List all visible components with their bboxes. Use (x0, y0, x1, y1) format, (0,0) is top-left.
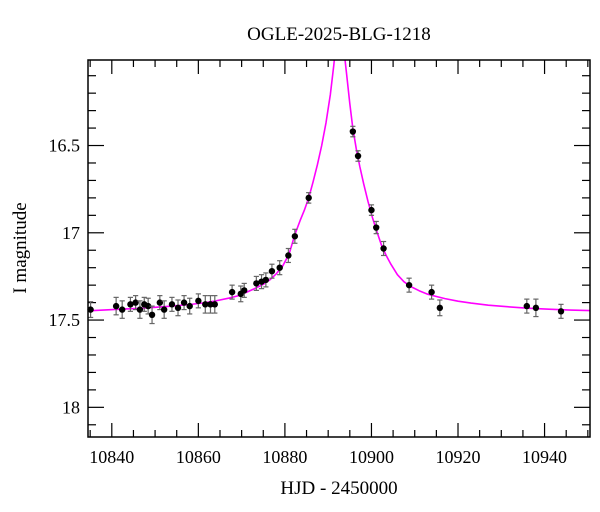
x-tick-label: 10920 (436, 447, 481, 467)
y-tick-label: 16.5 (49, 136, 81, 156)
x-tick-label: 10840 (89, 447, 134, 467)
data-point (428, 288, 435, 296)
data-points (87, 125, 565, 325)
model-curve (88, 60, 590, 312)
data-point (380, 245, 387, 252)
data-point (160, 306, 168, 313)
data-point (156, 299, 164, 306)
data-point (241, 287, 248, 294)
data-point (262, 276, 270, 284)
y-axis-label: I magnitude (10, 202, 31, 293)
data-point (112, 302, 120, 310)
data-point (228, 288, 236, 296)
data-point (136, 306, 144, 313)
x-tick-label: 10900 (349, 447, 394, 467)
data-point (195, 297, 202, 305)
data-point (557, 308, 565, 315)
data-point (285, 252, 292, 259)
data-point (291, 233, 299, 240)
data-point (436, 304, 444, 312)
plot-area: 10840 10860 10880 10900 10920 10940 16.5 17 17.5… (49, 59, 591, 467)
data-point (168, 301, 176, 308)
data-point (532, 304, 540, 312)
data-point (349, 128, 357, 135)
y-tick-label: 17 (62, 223, 80, 243)
data-point (202, 301, 209, 308)
x-axis-label: HJD - 2450000 (280, 478, 397, 499)
data-point (211, 301, 218, 308)
data-point (127, 301, 134, 308)
data-point (268, 267, 276, 275)
data-point (186, 302, 193, 310)
data-point (174, 304, 182, 312)
data-point (87, 306, 94, 313)
data-point (368, 206, 375, 214)
data-point (253, 280, 260, 287)
data-point (144, 302, 152, 310)
data-point (405, 281, 413, 289)
axis-ticks (88, 60, 590, 437)
plot-frame (87, 59, 591, 438)
data-point (148, 311, 156, 319)
data-point (373, 224, 380, 231)
data-point (523, 302, 531, 310)
data-point (118, 306, 126, 313)
x-tick-label: 10860 (176, 447, 221, 467)
y-tick-label: 18 (62, 397, 80, 417)
x-tick-label: 10880 (262, 447, 307, 467)
data-point (180, 299, 188, 306)
y-tick-label: 17.5 (49, 310, 81, 330)
data-point (276, 264, 283, 271)
data-point (305, 194, 312, 202)
data-point (354, 152, 362, 160)
tick-labels: 10840 10860 10880 10900 10920 10940 16.5 17 17.5… (49, 136, 568, 467)
data-point (132, 299, 139, 306)
x-tick-label: 10940 (522, 447, 567, 467)
chart-title: OGLE-2025-BLG-1218 (247, 24, 431, 45)
